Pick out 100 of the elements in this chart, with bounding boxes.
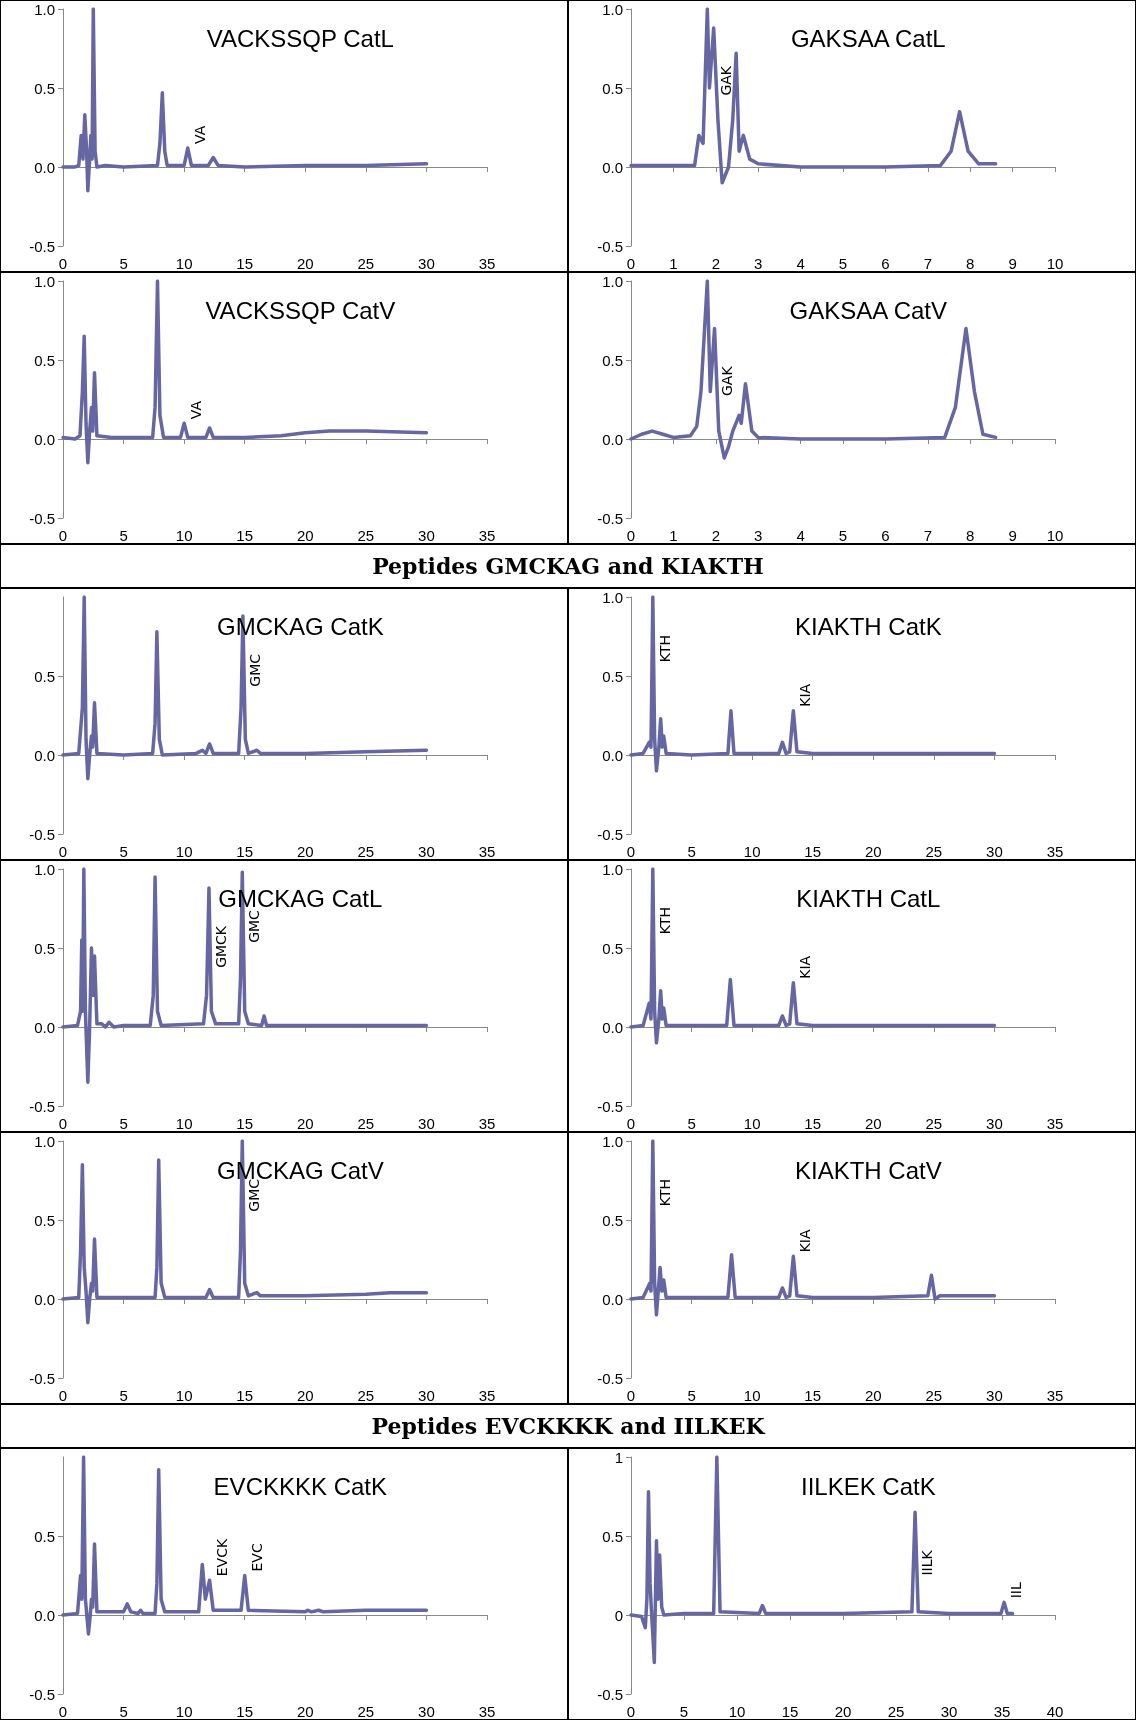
x-tick-label: 0 bbox=[626, 1703, 636, 1720]
annotation: IIL bbox=[1008, 1582, 1025, 1599]
y-tick-label: 1.0 bbox=[34, 860, 55, 878]
x-tick-label: 4 bbox=[796, 255, 805, 272]
annotation: GMC bbox=[246, 653, 263, 687]
x-tick-label: 0 bbox=[58, 1387, 68, 1404]
y-tick-label: -0.5 bbox=[597, 509, 623, 527]
text: VACKSSQP CatV bbox=[205, 296, 396, 324]
annotation: KIA bbox=[797, 683, 814, 707]
line-series bbox=[61, 1139, 429, 1325]
x-tick-label: 5 bbox=[119, 1115, 128, 1132]
annotation: KIA bbox=[797, 1229, 814, 1253]
x-tick-label: 5 bbox=[687, 1115, 696, 1132]
x-tick-label: 2 bbox=[711, 527, 720, 544]
x-tick-label: 0 bbox=[626, 1387, 636, 1404]
x-tick-label: 5 bbox=[838, 255, 848, 272]
y-tick-label: 1.0 bbox=[602, 0, 623, 18]
y-tick-label: 0.5 bbox=[34, 1211, 55, 1229]
annotation: GMC bbox=[246, 909, 263, 943]
x-tick-label: 30 bbox=[418, 1387, 435, 1404]
x-tick-label: 15 bbox=[236, 1115, 254, 1132]
y-tick-label: 0.5 bbox=[602, 1211, 623, 1229]
x-tick-label: 9 bbox=[1008, 527, 1017, 544]
x-tick-label: 30 bbox=[418, 843, 435, 860]
annotation: KTH bbox=[656, 1179, 673, 1207]
y-tick-label: 0.5 bbox=[602, 1527, 623, 1545]
x-tick-label: 15 bbox=[236, 255, 254, 272]
x-tick-label: 5 bbox=[119, 255, 128, 272]
y-tick-label: -0.5 bbox=[597, 825, 623, 843]
x-tick-label: 10 bbox=[1046, 527, 1064, 544]
x-tick-label: 35 bbox=[478, 527, 496, 544]
x-tick-label: 25 bbox=[357, 843, 375, 860]
x-tick-label: 15 bbox=[236, 1387, 254, 1404]
y-tick-label: -0.5 bbox=[597, 1097, 623, 1115]
line-series bbox=[61, 1455, 429, 1636]
x-tick-label: 5 bbox=[687, 843, 696, 860]
x-tick-label: 20 bbox=[296, 1115, 314, 1132]
x-tick-label: 30 bbox=[986, 843, 1003, 860]
y-tick-label: 0.5 bbox=[34, 79, 55, 97]
y-tick-label: -0.5 bbox=[597, 1369, 623, 1387]
y-tick-label: 0.5 bbox=[602, 939, 623, 957]
line-series bbox=[629, 279, 998, 460]
x-tick-label: 25 bbox=[357, 1387, 375, 1404]
x-tick-label: 35 bbox=[478, 1387, 496, 1404]
x-tick-label: 35 bbox=[1046, 1115, 1064, 1132]
x-tick-label: 25 bbox=[357, 1703, 375, 1720]
annotation: IILK bbox=[919, 1549, 936, 1576]
x-tick-label: 0 bbox=[626, 1115, 636, 1132]
y-tick-label: 0.0 bbox=[602, 1018, 623, 1036]
x-tick-label: 10 bbox=[1046, 255, 1064, 272]
y-tick-label: 0.0 bbox=[34, 430, 55, 448]
line-series bbox=[61, 279, 429, 465]
x-tick-label: 10 bbox=[175, 1115, 193, 1132]
x-tick-label: 35 bbox=[1046, 843, 1064, 860]
x-tick-label: 5 bbox=[119, 1387, 128, 1404]
x-tick-label: 9 bbox=[1008, 255, 1017, 272]
y-tick-label: 0.0 bbox=[602, 158, 623, 176]
x-tick-label: 15 bbox=[236, 527, 254, 544]
annotation: GAK bbox=[717, 65, 734, 96]
x-tick-label: 15 bbox=[804, 843, 822, 860]
x-tick-label: 20 bbox=[296, 527, 314, 544]
y-tick-label: -0.5 bbox=[29, 1685, 55, 1703]
x-tick-label: 20 bbox=[864, 1387, 882, 1404]
x-tick-label: 30 bbox=[418, 255, 435, 272]
annotation: EVCK bbox=[213, 1538, 230, 1577]
x-tick-label: 30 bbox=[418, 1703, 435, 1720]
x-tick-label: 8 bbox=[966, 527, 975, 544]
y-tick-label: 0 bbox=[614, 1606, 623, 1624]
line-series bbox=[629, 595, 997, 773]
x-tick-label: 35 bbox=[478, 255, 496, 272]
text: EVCKKKK CatK bbox=[213, 1472, 388, 1500]
x-tick-label: 10 bbox=[175, 527, 193, 544]
x-tick-label: 1 bbox=[669, 255, 678, 272]
y-tick-label: 0.0 bbox=[602, 1290, 623, 1308]
y-tick-label: 0.0 bbox=[34, 1606, 55, 1624]
text: IILKEK CatK bbox=[800, 1472, 936, 1500]
y-tick-label: 1 bbox=[614, 1448, 623, 1466]
x-tick-label: 8 bbox=[966, 255, 975, 272]
y-tick-label: 0.5 bbox=[34, 351, 55, 369]
text: Peptides GMCKAG and KIAKTH bbox=[0, 544, 1136, 588]
x-tick-label: 25 bbox=[887, 1703, 905, 1720]
x-tick-label: 40 bbox=[1046, 1703, 1064, 1720]
annotation: KIA bbox=[797, 955, 814, 979]
y-tick-label: -0.5 bbox=[597, 237, 623, 255]
x-tick-label: 5 bbox=[119, 1703, 128, 1720]
line-series bbox=[629, 867, 997, 1045]
x-tick-label: 0 bbox=[58, 527, 68, 544]
text: KIAKTH CatL bbox=[796, 884, 941, 912]
x-tick-label: 5 bbox=[687, 1387, 696, 1404]
x-tick-label: 10 bbox=[175, 843, 193, 860]
y-tick-label: 1.0 bbox=[34, 272, 55, 290]
x-tick-label: 5 bbox=[119, 527, 128, 544]
x-tick-label: 30 bbox=[986, 1115, 1003, 1132]
x-tick-label: 5 bbox=[119, 843, 128, 860]
y-tick-label: 1.0 bbox=[34, 1132, 55, 1150]
annotation: KTH bbox=[656, 907, 673, 935]
x-tick-label: 0 bbox=[58, 1703, 68, 1720]
x-tick-label: 20 bbox=[296, 843, 314, 860]
y-tick-label: 0.0 bbox=[602, 746, 623, 764]
text: KIAKTH CatV bbox=[794, 1156, 942, 1184]
